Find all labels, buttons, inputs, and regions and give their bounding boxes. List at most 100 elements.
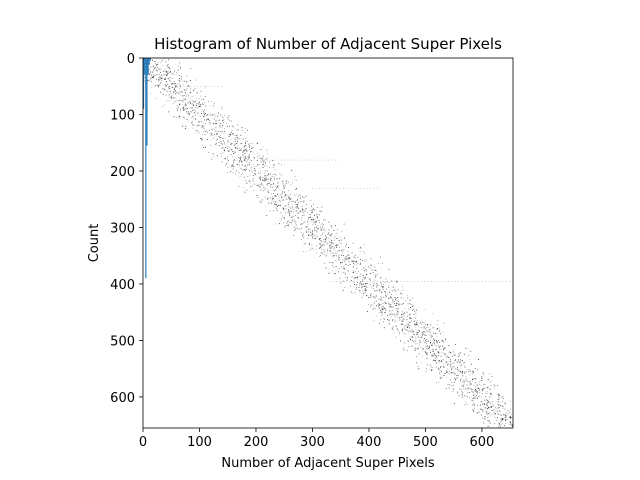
overlay-point (308, 234, 310, 235)
overlay-point (214, 129, 215, 130)
overlay-point (366, 274, 368, 275)
overlay-point (496, 419, 498, 421)
overlay-point (162, 93, 164, 95)
overlay-point (495, 408, 497, 410)
overlay-point (196, 103, 198, 105)
overlay-point (454, 378, 456, 380)
overlay-point (176, 72, 177, 74)
overlay-point (344, 287, 346, 288)
overlay-point (184, 89, 186, 91)
overlay-point (210, 101, 212, 102)
overlay-point (275, 204, 277, 205)
overlay-point (278, 163, 280, 164)
overlay-point (198, 102, 200, 103)
overlay-point (480, 385, 482, 386)
overlay-point (472, 379, 473, 380)
overlay-point (167, 69, 169, 71)
overlay-point (451, 381, 452, 383)
overlay-point (433, 339, 435, 341)
overlay-point (429, 363, 431, 365)
overlay-point (315, 220, 317, 222)
overlay-point (330, 241, 332, 243)
overlay-point (206, 119, 207, 121)
overlay-point (192, 104, 194, 106)
overlay-point (363, 292, 364, 294)
overlay-point (498, 281, 500, 282)
overlay-point (215, 142, 217, 144)
overlay-point (396, 302, 398, 304)
overlay-point (346, 277, 348, 279)
overlay-point (370, 295, 372, 297)
overlay-point (501, 414, 502, 416)
overlay-point (205, 105, 207, 107)
overlay-point (331, 233, 332, 235)
overlay-point (417, 333, 419, 335)
overlay-point (487, 413, 489, 415)
overlay-point (197, 107, 199, 108)
overlay-point (328, 221, 330, 223)
overlay-point (285, 194, 287, 196)
overlay-point (427, 331, 429, 332)
overlay-point (232, 164, 234, 166)
overlay-point (359, 281, 361, 282)
overlay-point (151, 71, 153, 73)
overlay-point (472, 404, 474, 406)
overlay-point (154, 74, 156, 76)
overlay-point (510, 423, 512, 425)
overlay-point (148, 69, 150, 71)
overlay-point (436, 351, 438, 353)
overlay-point (449, 351, 450, 353)
overlay-point (487, 416, 489, 418)
overlay-point (184, 105, 186, 107)
overlay-point (313, 248, 315, 250)
overlay-point (274, 169, 276, 171)
overlay-point (385, 303, 386, 304)
overlay-point (322, 252, 324, 254)
overlay-point (300, 219, 302, 221)
overlay-point (248, 163, 250, 165)
overlay-point (274, 178, 275, 180)
overlay-point (158, 74, 160, 76)
overlay-point (391, 294, 392, 295)
overlay-point (387, 315, 389, 317)
plot-background (143, 58, 513, 428)
overlay-point (459, 361, 461, 363)
overlay-point (288, 220, 290, 222)
overlay-point (338, 271, 340, 273)
overlay-point (450, 352, 451, 353)
overlay-point (210, 86, 212, 87)
overlay-point (445, 361, 447, 362)
overlay-point (186, 88, 188, 90)
overlay-point (235, 156, 237, 158)
overlay-point (266, 198, 268, 200)
overlay-point (243, 159, 245, 161)
overlay-point (203, 114, 205, 116)
overlay-point (236, 143, 238, 144)
overlay-point (241, 174, 242, 176)
overlay-point (156, 97, 157, 99)
overlay-point (284, 206, 286, 208)
overlay-point (247, 165, 248, 167)
overlay-point (457, 361, 459, 363)
overlay-point (416, 309, 417, 311)
overlay-point (148, 79, 150, 81)
overlay-point (178, 83, 180, 84)
overlay-point (398, 319, 400, 321)
overlay-point (270, 198, 272, 200)
overlay-point (486, 409, 488, 411)
overlay-point (330, 234, 332, 235)
overlay-point (419, 339, 421, 341)
overlay-point (318, 219, 320, 221)
overlay-point (415, 317, 417, 319)
overlay-point (448, 345, 450, 347)
overlay-point (149, 67, 151, 69)
overlay-point (501, 418, 503, 419)
overlay-point (214, 86, 215, 87)
overlay-point (327, 248, 329, 250)
overlay-point (383, 281, 385, 282)
overlay-point (188, 94, 189, 96)
overlay-point (490, 385, 492, 386)
overlay-point (277, 206, 278, 207)
overlay-point (314, 238, 316, 240)
overlay-point (451, 362, 453, 364)
